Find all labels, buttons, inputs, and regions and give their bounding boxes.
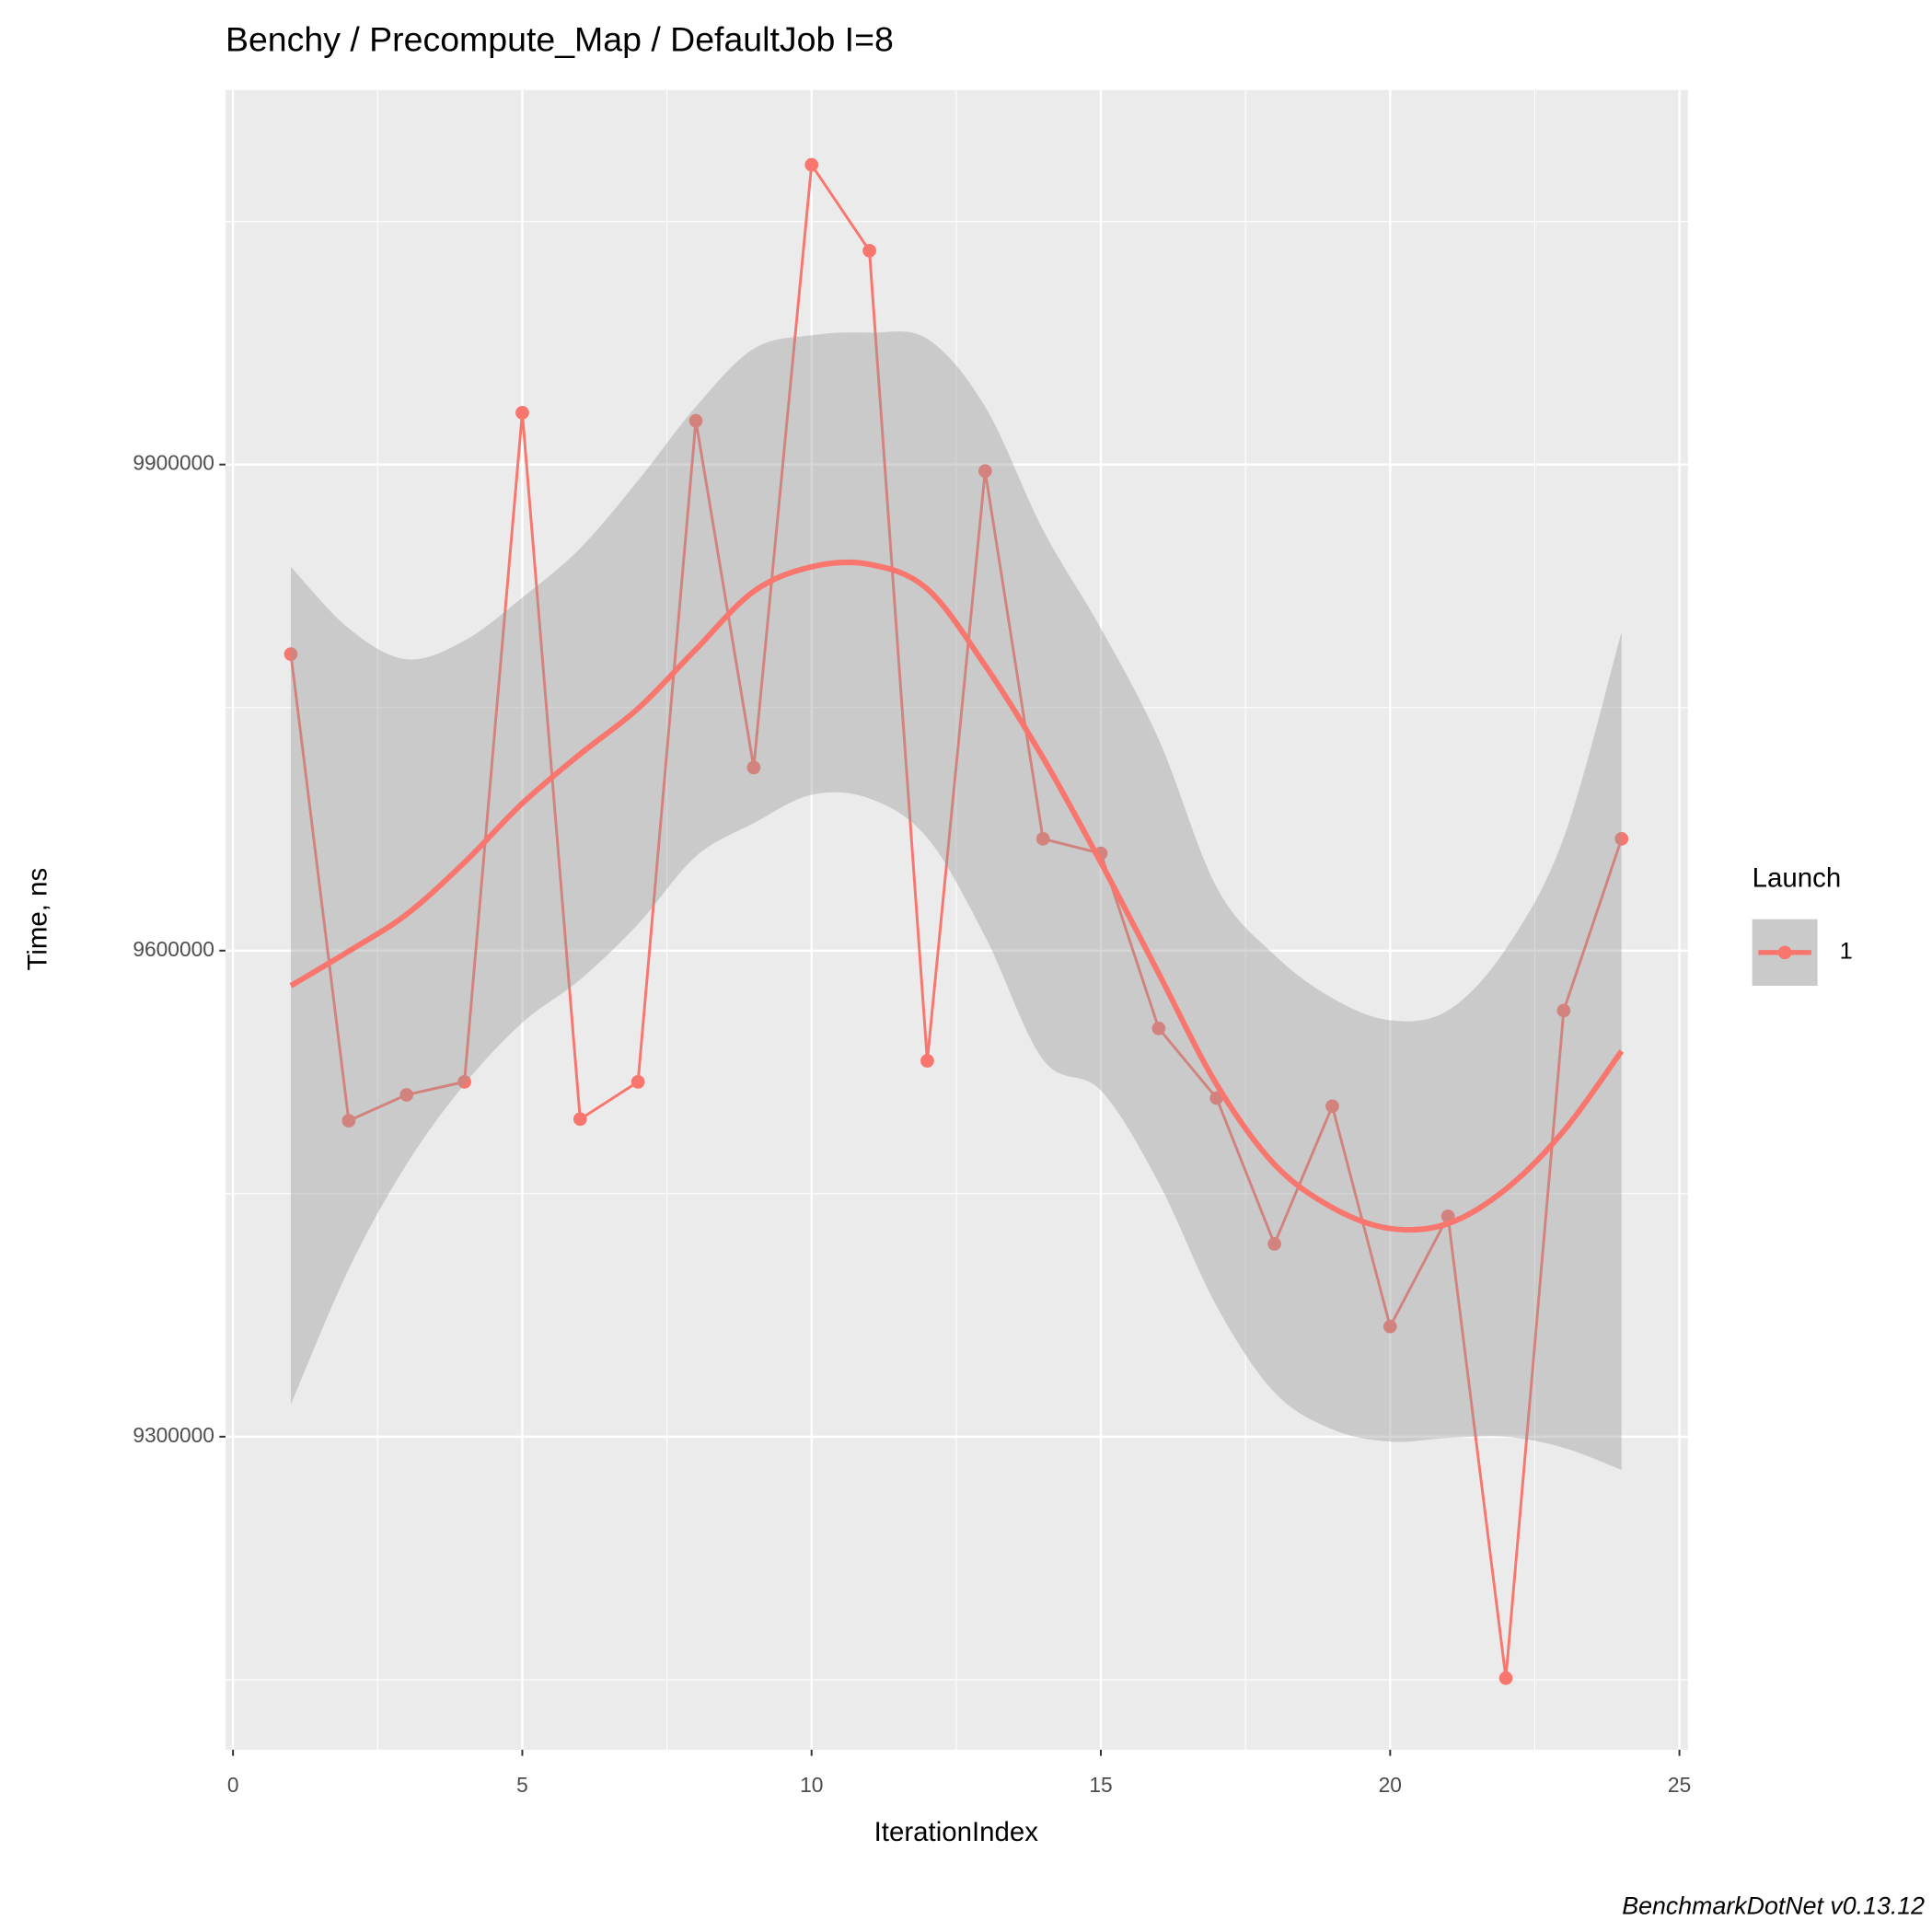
data-point bbox=[1614, 831, 1629, 846]
x-tick-label: 5 bbox=[516, 1773, 528, 1797]
x-tick-label: 20 bbox=[1379, 1773, 1402, 1797]
marks bbox=[283, 157, 1629, 1685]
data-point bbox=[1267, 1237, 1281, 1251]
data-point bbox=[688, 413, 703, 428]
data-point bbox=[862, 243, 876, 258]
data-point bbox=[1556, 1003, 1571, 1018]
y-tick-label: 9300000 bbox=[133, 1423, 214, 1447]
legend-title: Launch bbox=[1753, 863, 1842, 894]
legend: 1 bbox=[1752, 919, 1853, 986]
data-point bbox=[399, 1088, 414, 1102]
chart-title: Benchy / Precompute_Map / DefaultJob I=8 bbox=[226, 19, 894, 58]
data-point bbox=[1151, 1021, 1166, 1035]
x-tick-label: 25 bbox=[1668, 1773, 1691, 1797]
data-point bbox=[746, 760, 761, 775]
data-point bbox=[1498, 1671, 1513, 1685]
x-tick-label: 0 bbox=[227, 1773, 239, 1797]
chart-body: Benchy / Precompute_Map / DefaultJob I=8… bbox=[23, 19, 1926, 1919]
data-point bbox=[804, 157, 819, 172]
x-axis-title: IterationIndex bbox=[874, 1817, 1039, 1847]
data-point bbox=[283, 647, 298, 662]
data-line bbox=[289, 160, 1624, 1679]
data-point bbox=[920, 1054, 934, 1068]
data-point bbox=[573, 1112, 587, 1127]
data-point bbox=[457, 1075, 471, 1089]
legend-point bbox=[1777, 945, 1792, 960]
confidence-band bbox=[291, 330, 1622, 1471]
data-point bbox=[631, 1075, 645, 1089]
smooth-line bbox=[289, 559, 1625, 1233]
x-tick-label: 15 bbox=[1089, 1773, 1112, 1797]
data-point bbox=[1325, 1099, 1339, 1114]
panel bbox=[225, 89, 1689, 1750]
data-point bbox=[1035, 831, 1050, 846]
legend-label: 1 bbox=[1840, 939, 1853, 965]
grid bbox=[225, 89, 1689, 1750]
data-point bbox=[341, 1114, 356, 1128]
caption: BenchmarkDotNet v0.13.12 bbox=[1622, 1892, 1925, 1919]
y-tick-label: 9900000 bbox=[133, 451, 214, 475]
data-point bbox=[515, 406, 529, 420]
data-point bbox=[1382, 1319, 1397, 1334]
y-tick-label: 9600000 bbox=[133, 937, 214, 961]
x-tick-label: 10 bbox=[800, 1773, 823, 1797]
data-point bbox=[978, 464, 992, 479]
y-axis-title: Time, ns bbox=[23, 868, 53, 971]
